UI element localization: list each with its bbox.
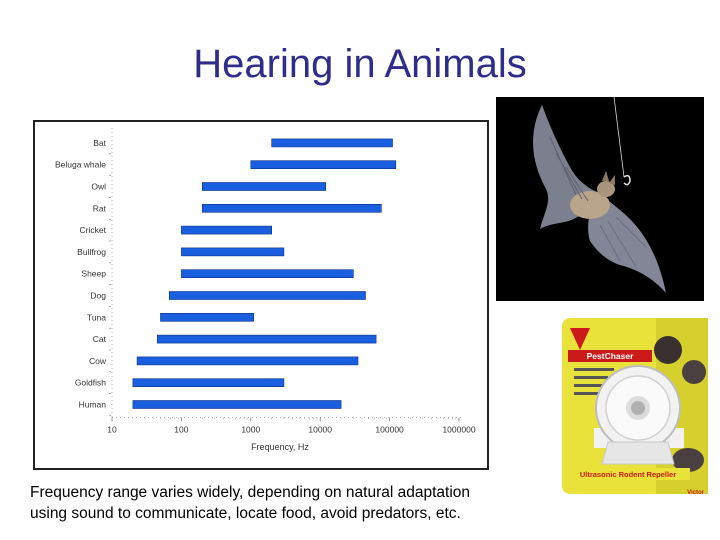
category-label: Bat	[93, 138, 106, 148]
x-axis-label: Frequency, Hz	[251, 442, 309, 452]
bar-human	[132, 400, 342, 409]
pest-repeller-photo: PestChaser Victor Ultrasonic Rodent Repe…	[556, 310, 716, 500]
bar-rat	[202, 204, 382, 213]
x-tick-label: 1000	[241, 424, 260, 434]
product-name: PestChaser	[587, 351, 634, 361]
category-label: Cow	[89, 356, 107, 366]
chart-x-ticks: 10 100 1000 10000 100000 1000000	[107, 417, 476, 434]
bar-owl	[202, 182, 327, 191]
bar-bat	[271, 138, 393, 148]
slide-caption: Frequency range varies widely, depending…	[30, 482, 550, 524]
category-label: Human	[79, 400, 107, 410]
product-brand: Victor	[687, 490, 705, 496]
bar-cow	[136, 356, 359, 366]
bar-bullfrog	[181, 247, 285, 257]
bar-sheep	[181, 269, 354, 278]
category-label: Goldfish	[75, 378, 106, 388]
x-tick-label: 10000	[308, 424, 332, 434]
bar-dog	[169, 291, 366, 300]
category-label: Tuna	[87, 312, 106, 322]
bar-tuna	[160, 313, 254, 322]
category-label: Cat	[93, 334, 107, 344]
bar-cricket	[181, 225, 272, 235]
x-tick-label: 100	[174, 424, 188, 434]
category-label: Dog	[90, 291, 106, 301]
category-label: Cricket	[80, 225, 107, 235]
slide-title: Hearing in Animals	[193, 42, 527, 86]
category-label: Sheep	[81, 269, 106, 279]
chart-category-labels: Bat Beluga whale Owl Rat Cricket Bullfrog Shee…	[55, 138, 107, 410]
category-label: Beluga whale	[55, 160, 106, 170]
category-label: Rat	[93, 203, 107, 213]
category-label: Bullfrog	[77, 247, 106, 257]
bar-cat	[157, 334, 377, 344]
chart-canvas: Bat Beluga whale Owl Rat Cricket Bullfrog Shee…	[55, 128, 476, 452]
caption-line-1: Frequency range varies widely, depending…	[30, 484, 471, 501]
chart-axes	[109, 128, 461, 418]
caption-line-2: using sound to communicate, locate food,…	[30, 505, 461, 522]
chart-bars	[132, 138, 397, 409]
frequency-range-chart: Bat Beluga whale Owl Rat Cricket Bullfrog Shee…	[33, 120, 489, 470]
x-tick-label: 1000000	[442, 424, 475, 434]
category-label: Owl	[91, 182, 106, 192]
bat-photo	[496, 96, 704, 301]
ultrasonic-repeller-icon: PestChaser Victor Ultrasonic Rodent Repe…	[562, 318, 708, 496]
bar-goldfish	[132, 378, 285, 388]
x-tick-label: 100000	[375, 424, 404, 434]
bar-beluga-whale	[250, 160, 397, 170]
bat-icon	[533, 96, 666, 293]
x-tick-label: 10	[107, 424, 117, 434]
product-label: Ultrasonic Rodent Repeller	[580, 470, 676, 479]
